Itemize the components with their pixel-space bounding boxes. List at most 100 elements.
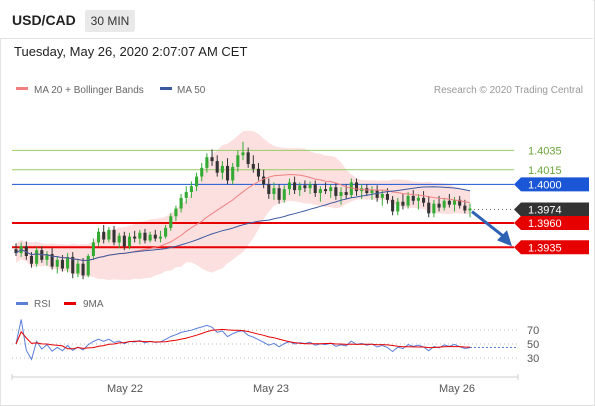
candle-body — [210, 157, 214, 162]
level-label-support: 1.3935 — [528, 242, 562, 254]
level-tag-support — [514, 240, 589, 255]
chart-header: USD/CAD 30 MIN — [0, 0, 593, 39]
candle-body — [60, 259, 64, 269]
candle-body — [262, 176, 266, 185]
candle-body — [318, 189, 322, 194]
candle-body — [184, 192, 188, 198]
level-label-resistance: 1.4015 — [528, 165, 562, 177]
candle-body — [308, 184, 312, 189]
candle-body — [215, 161, 219, 173]
candle-body — [91, 242, 95, 256]
candle-body — [195, 176, 199, 187]
candle-body — [220, 165, 224, 173]
candle-body — [282, 189, 286, 200]
candle-body — [354, 182, 359, 192]
x-tick-label: May 23 — [253, 383, 289, 395]
candle-body — [169, 216, 173, 228]
ma50-legend-label: MA 50 — [177, 85, 206, 96]
candle-body — [76, 263, 80, 274]
rsi-ma-legend-label: 9MA — [83, 299, 104, 310]
candle-body — [29, 255, 34, 264]
candle-body — [339, 192, 343, 196]
level-label-resistance: 1.4035 — [528, 145, 562, 157]
candle-body — [391, 199, 395, 212]
candle-body — [380, 194, 384, 198]
candle-body — [442, 200, 446, 208]
ma20-legend-swatch — [16, 87, 28, 90]
candle-body — [205, 157, 209, 168]
candle-body — [323, 189, 328, 192]
level-label-support: 1.3960 — [528, 218, 562, 230]
ma50-legend-swatch — [160, 87, 172, 90]
candle-body — [127, 236, 132, 247]
candle-body — [432, 203, 436, 214]
candle-body — [50, 254, 54, 267]
level-tag-support — [514, 216, 589, 231]
candle-body — [107, 229, 111, 240]
candle-body — [117, 235, 121, 243]
candle-body — [298, 185, 302, 191]
candle-body — [138, 232, 142, 239]
candle-body — [416, 197, 420, 201]
level-tag-pivot — [514, 177, 589, 192]
candle-body — [86, 255, 90, 276]
candle-body — [158, 236, 163, 239]
candle-body — [112, 229, 116, 243]
candle-body — [24, 246, 28, 256]
candle-body — [293, 182, 297, 191]
rsi-tick-label: 70 — [527, 325, 539, 337]
projection-arrow-head — [497, 230, 512, 247]
timeframe-button[interactable]: 30 MIN — [85, 10, 135, 32]
candle-body — [14, 249, 18, 254]
candle-body — [133, 236, 137, 239]
symbol-label: USD/CAD — [12, 12, 76, 28]
candle-body — [96, 231, 101, 243]
level-tag-last — [514, 202, 589, 217]
candle-body — [411, 195, 415, 201]
candle-body — [365, 188, 369, 194]
rsi-legend-swatch — [16, 302, 28, 305]
candle-body — [344, 192, 348, 195]
ma50-line — [15, 186, 471, 262]
candle-body — [452, 199, 457, 205]
candle-body — [241, 152, 245, 156]
candle-body — [349, 182, 353, 195]
candle-body — [189, 186, 193, 193]
candle-body — [427, 202, 431, 214]
candle-body — [179, 197, 183, 209]
candle-body — [200, 167, 204, 177]
candle-body — [396, 201, 400, 212]
candle-body — [385, 194, 390, 200]
level-label-last: 1.3974 — [528, 204, 562, 216]
candle-body — [468, 208, 472, 211]
candle-body — [122, 235, 126, 247]
rsi-legend-label: RSI — [34, 299, 51, 310]
candle-body — [277, 188, 281, 200]
candle-body — [370, 190, 374, 194]
candle-body — [246, 152, 250, 164]
candle-body — [458, 199, 462, 206]
candle-body — [313, 184, 317, 194]
candle-body — [225, 165, 230, 181]
x-tick-label: May 22 — [107, 383, 143, 395]
rsi-ma-line — [15, 328, 471, 350]
candle-body — [334, 187, 338, 196]
candle-body — [55, 259, 59, 267]
candle-body — [66, 256, 70, 269]
level-label-pivot: 1.4000 — [528, 179, 562, 191]
candle-body — [406, 195, 410, 206]
candle-body — [45, 254, 49, 260]
candle-body — [272, 188, 276, 194]
candle-body — [102, 231, 106, 240]
price-plot: 1.4035 1.4015 1.4000 1.3974 1.3960 1.3935 — [12, 130, 589, 280]
candle-body — [447, 200, 451, 205]
rsi-tick-label: 30 — [527, 353, 539, 365]
candle-body — [401, 201, 405, 206]
candle-body — [329, 187, 333, 192]
rsi-plot: 70 50 30 — [12, 319, 539, 365]
candle-body — [256, 168, 261, 177]
x-tick-label: May 26 — [439, 383, 475, 395]
candle-body — [35, 250, 39, 264]
candle-body — [267, 184, 271, 194]
